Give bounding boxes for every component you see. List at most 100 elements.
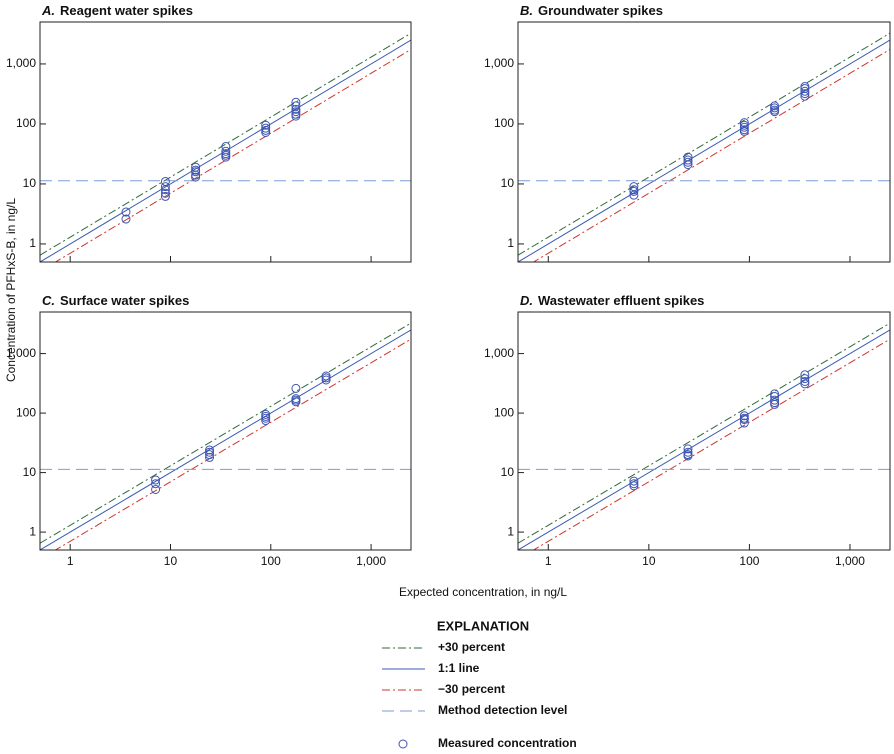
data-point bbox=[683, 160, 693, 170]
reference-line bbox=[518, 32, 890, 256]
panel-title-text: Groundwater spikes bbox=[538, 3, 663, 18]
panel-title-text: Wastewater effluent spikes bbox=[538, 293, 704, 308]
panel-title: B. Groundwater spikes bbox=[520, 3, 663, 18]
data-point bbox=[800, 374, 810, 384]
legend-label: Method detection level bbox=[438, 703, 567, 717]
data-point bbox=[261, 413, 271, 423]
x-tick-label: 1,000 bbox=[835, 554, 865, 568]
y-tick-label: 100 bbox=[494, 116, 514, 130]
panel-letter: C. bbox=[42, 293, 55, 308]
data-point bbox=[221, 152, 231, 162]
legend-label: +30 percent bbox=[438, 640, 505, 654]
data-point bbox=[683, 152, 693, 162]
data-point bbox=[205, 452, 215, 462]
y-tick-label: 1 bbox=[29, 236, 36, 250]
plot-frame bbox=[517, 21, 891, 263]
legend-label: Measured concentration bbox=[438, 736, 577, 750]
data-point bbox=[221, 146, 231, 156]
data-point bbox=[205, 447, 215, 457]
data-point bbox=[683, 444, 693, 454]
y-tick-label: 100 bbox=[494, 405, 514, 419]
data-point bbox=[261, 416, 271, 426]
data-point bbox=[770, 103, 780, 113]
data-point bbox=[121, 207, 131, 217]
data-point bbox=[205, 445, 215, 455]
data-point bbox=[160, 182, 170, 192]
data-point bbox=[261, 125, 271, 135]
reference-line bbox=[518, 322, 890, 544]
plot bbox=[518, 32, 890, 262]
data-point bbox=[683, 447, 693, 457]
data-point bbox=[683, 155, 693, 165]
x-axis-label: Expected concentration, in ng/L bbox=[399, 585, 567, 599]
legend-label: −30 percent bbox=[438, 682, 505, 696]
y-tick-label: 100 bbox=[16, 405, 36, 419]
panel-title-text: Surface water spikes bbox=[60, 293, 189, 308]
data-point bbox=[800, 89, 810, 99]
data-point bbox=[739, 122, 749, 132]
data-point bbox=[151, 475, 161, 485]
plot-frame bbox=[39, 21, 412, 263]
data-point bbox=[221, 142, 231, 152]
panel-title: A. Reagent water spikes bbox=[41, 3, 193, 18]
panel-title-text: Reagent water spikes bbox=[60, 3, 193, 18]
x-tick-label: 1,000 bbox=[356, 554, 386, 568]
data-point bbox=[739, 415, 749, 425]
data-point bbox=[291, 104, 301, 114]
y-tick-label: 10 bbox=[23, 465, 37, 479]
data-point bbox=[291, 111, 301, 121]
x-tick-label: 10 bbox=[164, 554, 178, 568]
x-tick-label: 100 bbox=[739, 554, 759, 568]
reference-line bbox=[40, 322, 411, 544]
data-point bbox=[770, 399, 780, 409]
reference-line bbox=[54, 48, 411, 262]
data-point bbox=[800, 86, 810, 96]
data-point bbox=[683, 157, 693, 167]
data-point bbox=[291, 397, 301, 407]
x-tick-label: 1 bbox=[545, 554, 552, 568]
y-tick-label: 1,000 bbox=[6, 56, 36, 70]
legend-title: EXPLANATION bbox=[437, 618, 529, 633]
y-tick-label: 100 bbox=[16, 116, 36, 130]
data-point bbox=[629, 190, 639, 200]
y-tick-label: 1 bbox=[29, 524, 36, 538]
data-point bbox=[770, 389, 780, 399]
panel-title: C. Surface water spikes bbox=[42, 293, 189, 308]
data-point bbox=[629, 481, 639, 491]
plot bbox=[40, 322, 411, 550]
y-tick-label: 1 bbox=[507, 524, 514, 538]
data-point bbox=[739, 418, 749, 428]
reference-line bbox=[54, 338, 411, 550]
data-point bbox=[770, 107, 780, 117]
legend-label: 1:1 line bbox=[438, 661, 480, 675]
data-point bbox=[629, 479, 639, 489]
plot bbox=[518, 322, 890, 550]
panel-letter: A. bbox=[41, 3, 55, 18]
data-point bbox=[151, 484, 161, 494]
plot-frame bbox=[39, 311, 412, 551]
data-point bbox=[291, 383, 301, 393]
y-tick-label: 1,000 bbox=[484, 346, 514, 360]
data-point bbox=[121, 214, 131, 224]
data-point bbox=[739, 118, 749, 128]
plot-frame bbox=[517, 311, 891, 551]
data-point bbox=[261, 123, 271, 133]
data-point bbox=[291, 107, 301, 117]
reference-line bbox=[518, 39, 890, 262]
data-point bbox=[683, 451, 693, 461]
data-point bbox=[629, 476, 639, 486]
panel-letter: D. bbox=[520, 293, 533, 308]
y-tick-label: 1 bbox=[507, 236, 514, 250]
data-point bbox=[191, 172, 201, 182]
data-point bbox=[800, 379, 810, 389]
panel-letter: B. bbox=[520, 3, 533, 18]
data-point bbox=[800, 91, 810, 101]
x-tick-label: 1 bbox=[67, 554, 74, 568]
reference-line bbox=[40, 329, 411, 550]
reference-line bbox=[40, 32, 411, 256]
data-point bbox=[261, 120, 271, 130]
y-tick-label: 1,000 bbox=[6, 346, 36, 360]
data-point bbox=[629, 186, 639, 196]
y-tick-label: 10 bbox=[501, 465, 515, 479]
